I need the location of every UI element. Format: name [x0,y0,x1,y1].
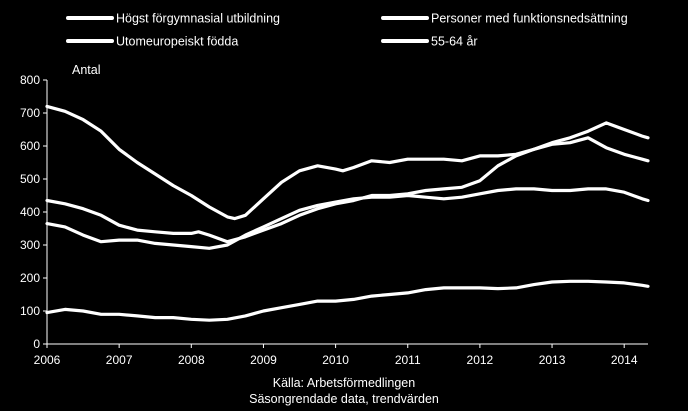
series-line-55-64-ar [45,187,650,250]
source-line: Källa: Arbetsförmedlingen [273,376,415,390]
x-tick-label: 2012 [467,353,494,367]
series-line-personer-med-funktionsnedsattning [45,279,650,322]
x-tick-label: 2014 [611,353,638,367]
y-tick-label: 400 [20,205,40,219]
legend-label: Högst förgymnasial utbildning [116,12,280,26]
y-tick-label: 100 [20,304,40,318]
y-tick-label: 0 [33,337,40,351]
x-tick-label: 2013 [539,353,566,367]
x-tick-label: 2006 [34,353,61,367]
y-tick-label: 600 [20,139,40,153]
x-tick-label: 2010 [322,353,349,367]
y-tick-label: 300 [20,238,40,252]
series-line-utomeuropeiskt-fodda [45,121,650,244]
axes: 0 100 200 300 400 500 600 700 800 2006 2007 2008 200… [20,73,648,367]
series-lines [45,104,650,322]
x-tick-label: 2011 [395,353,421,367]
legend-item: Högst förgymnasial utbildning [66,12,280,26]
legend-item: Utomeuropeiskt födda [66,35,238,49]
source-note-line: Säsongrendade data, trendvärden [249,392,439,406]
legend-item: Personer med funktionsnedsättning [381,12,628,26]
y-tick-label: 700 [20,106,40,120]
y-tick-label: 200 [20,271,40,285]
legend-label: Personer med funktionsnedsättning [431,12,628,26]
x-tick-label: 2009 [250,353,277,367]
y-axis-unit-label: Antal [72,63,101,77]
legend: Högst förgymnasial utbildning Personer me… [66,12,628,49]
y-tick-label: 500 [20,172,40,186]
legend-label: 55-64 år [431,35,478,49]
y-tick-label: 800 [20,73,40,87]
x-tick-label: 2008 [178,353,205,367]
legend-label: Utomeuropeiskt födda [116,35,238,49]
legend-item: 55-64 år [381,35,478,49]
x-tick-label: 2007 [106,353,133,367]
